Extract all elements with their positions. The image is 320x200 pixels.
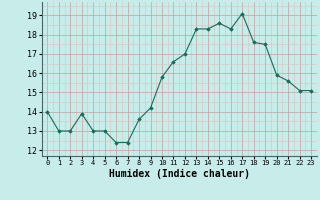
X-axis label: Humidex (Indice chaleur): Humidex (Indice chaleur) <box>109 169 250 179</box>
